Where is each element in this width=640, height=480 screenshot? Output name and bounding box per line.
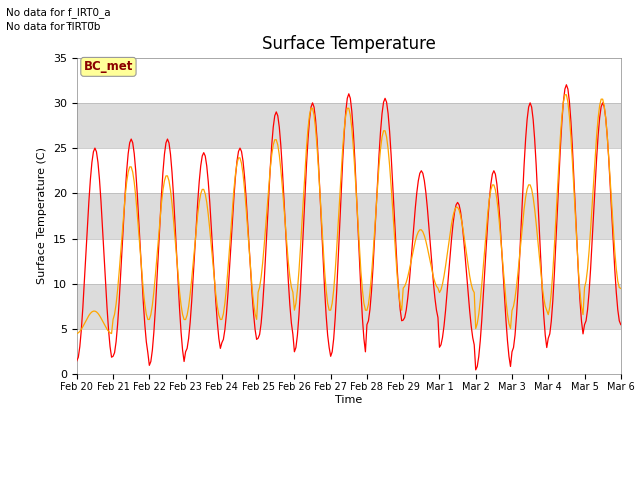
Bar [77, 58, 621, 103]
Bar [77, 329, 621, 374]
X-axis label: Time: Time [335, 395, 362, 405]
Bar [77, 148, 621, 193]
Title: Surface Temperature: Surface Temperature [262, 35, 436, 53]
Text: No data for f̅IRT0̅b: No data for f̅IRT0̅b [6, 22, 100, 32]
Text: BC_met: BC_met [84, 60, 133, 73]
Y-axis label: Surface Temperature (C): Surface Temperature (C) [37, 147, 47, 285]
Text: No data for f_IRT0_a: No data for f_IRT0_a [6, 7, 111, 18]
Bar [77, 239, 621, 284]
